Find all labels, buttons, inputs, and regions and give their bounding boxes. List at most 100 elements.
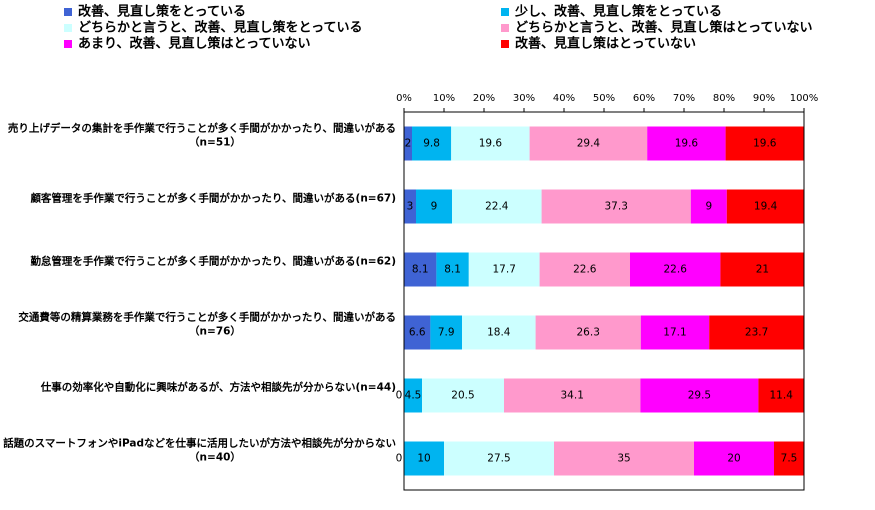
category-label: 話題のスマートフォンやiPadなどを仕事に活用したいが方法や相談先が分からない (3, 437, 396, 450)
bar-segment (539, 252, 630, 287)
x-tick-label: 20% (473, 93, 495, 104)
value-label: 4.5 (405, 390, 422, 402)
x-tick-label: 60% (633, 93, 655, 104)
x-tick-label: 80% (713, 93, 735, 104)
category-label: 交通費等の精算業務を手作業で行うことが多く手間がかかったり、間違いがある (18, 311, 396, 324)
bar-segment (404, 252, 437, 287)
value-label: 19.4 (754, 201, 778, 213)
legend-swatch (64, 8, 72, 16)
value-label: 17.1 (663, 327, 686, 339)
value-label: 11.4 (770, 390, 794, 402)
bar-segment (404, 441, 444, 476)
bar-segment (640, 315, 710, 350)
bar-segment (541, 189, 691, 224)
value-label: 34.1 (561, 390, 584, 402)
value-label: 0 (396, 390, 403, 402)
bar-segment (404, 378, 422, 413)
bar-segment (412, 126, 452, 161)
bar-segment (630, 252, 721, 287)
value-label: 9 (705, 201, 712, 213)
legend-label: どちらかと言うと、改善、見直し策をとっている (78, 20, 362, 36)
value-label: 23.7 (745, 327, 768, 339)
category-label: 仕事の効率化や自動化に興味があるが、方法や相談先が分からない(n=44) (40, 381, 396, 394)
bar-segment (725, 126, 804, 161)
x-tick-label: 70% (673, 93, 695, 104)
category-label: （n=76） (189, 325, 241, 338)
bar-segment (694, 441, 774, 476)
bar-segment (640, 378, 759, 413)
value-label: 21 (756, 264, 769, 276)
value-label: 8.1 (412, 264, 429, 276)
value-label: 17.7 (493, 264, 516, 276)
legend-label: どちらかと言うと、改善、見直し策はとっていない (515, 20, 812, 36)
value-label: 29.4 (577, 138, 601, 150)
bar-segment (462, 315, 536, 350)
legend-swatch (501, 40, 509, 48)
x-tick-label: 40% (553, 93, 575, 104)
x-tick-label: 30% (513, 93, 535, 104)
bar-segment (451, 126, 530, 161)
bar-segment (468, 252, 540, 287)
bar-segment (529, 126, 648, 161)
x-tick-label: 50% (593, 93, 615, 104)
bar-segment (404, 189, 416, 224)
bar-segment (422, 378, 504, 413)
value-label: 2 (405, 138, 412, 150)
bar-segment (554, 441, 694, 476)
bar-segment (452, 189, 542, 224)
x-tick-label: 100% (790, 93, 819, 104)
value-label: 19.6 (675, 138, 699, 150)
legend-label: 少し、改善、見直し策をとっている (514, 4, 722, 20)
value-label: 7.9 (438, 327, 455, 339)
value-label: 8.1 (444, 264, 461, 276)
legend-label: 改善、見直し策をとっている (78, 4, 246, 20)
bar-segment (404, 126, 412, 161)
x-tick-label: 10% (433, 93, 455, 104)
bar-segment (430, 315, 462, 350)
bar-segment (444, 441, 554, 476)
value-label: 10 (417, 453, 430, 465)
value-label: 18.4 (487, 327, 511, 339)
legend-swatch (501, 24, 509, 32)
bar-segment (436, 252, 469, 287)
bar-segment (720, 252, 805, 287)
value-label: 20 (727, 453, 740, 465)
category-label: （n=51） (189, 136, 241, 149)
value-label: 19.6 (479, 138, 503, 150)
value-label: 20.5 (451, 390, 474, 402)
value-label: 7.5 (781, 453, 798, 465)
legend-swatch (64, 24, 72, 32)
legend-label: 改善、見直し策はとっていない (515, 36, 696, 52)
bar-segment (647, 126, 726, 161)
value-label: 0 (396, 453, 403, 465)
legend-swatch (64, 40, 72, 48)
bar-segment (758, 378, 804, 413)
value-label: 3 (407, 201, 414, 213)
bar-segment (535, 315, 641, 350)
bar-segment (690, 189, 727, 224)
value-label: 9 (431, 201, 438, 213)
category-label: 売り上げデータの集計を手作業で行うことが多く手間がかかったり、間違いがある (8, 122, 396, 135)
value-label: 22.6 (664, 264, 688, 276)
value-label: 6.6 (409, 327, 426, 339)
value-label: 29.5 (688, 390, 711, 402)
value-label: 19.6 (753, 138, 777, 150)
legend-swatch (501, 8, 509, 16)
x-tick-label: 0% (396, 93, 412, 104)
x-tick-label: 90% (753, 93, 775, 104)
value-label: 22.4 (485, 201, 509, 213)
value-label: 27.5 (487, 453, 510, 465)
value-label: 26.3 (577, 327, 600, 339)
value-label: 35 (617, 453, 630, 465)
bar-segment (416, 189, 452, 224)
category-label: 勤怠管理を手作業で行うことが多く手間がかかったり、間違いがある(n=62) (30, 255, 396, 268)
value-label: 37.3 (605, 201, 628, 213)
bar-segment (709, 315, 804, 350)
plot-border (403, 111, 805, 491)
bar-segment (726, 189, 805, 224)
value-label: 9.8 (423, 138, 440, 150)
legend-label: あまり、改善、見直し策はとっていない (78, 36, 310, 52)
bar-segment (404, 315, 431, 350)
bar-segment (504, 378, 641, 413)
